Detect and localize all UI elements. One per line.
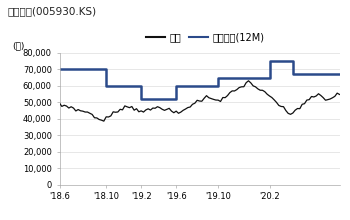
Text: 삼성전자(005930.KS): 삼성전자(005930.KS) — [7, 7, 96, 16]
Legend: 종가, 목표주가(12M): 종가, 목표주가(12M) — [142, 29, 268, 46]
Text: (원): (원) — [12, 41, 24, 50]
